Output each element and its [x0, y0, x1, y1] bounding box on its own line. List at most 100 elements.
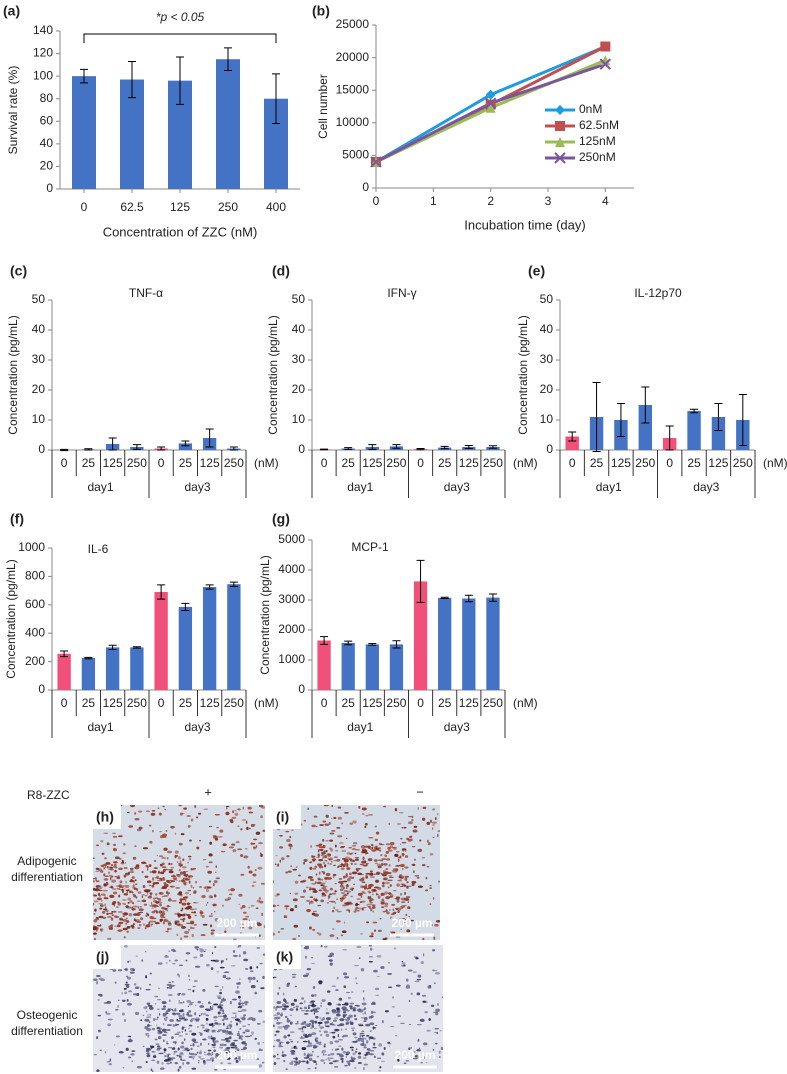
- texture-dot: [165, 962, 168, 964]
- texture-dot: [318, 932, 322, 936]
- texture-dot: [212, 1026, 214, 1028]
- texture-dot: [193, 1041, 199, 1044]
- chart-title: MCP-1: [351, 540, 389, 554]
- texture-dot: [196, 1051, 199, 1054]
- texture-dot: [410, 919, 414, 922]
- texture-dot: [259, 852, 262, 855]
- texture-dot: [358, 806, 361, 809]
- y-tick-label: 200: [25, 654, 45, 668]
- texture-dot: [109, 866, 114, 869]
- texture-dot: [231, 1042, 236, 1045]
- texture-dot: [351, 845, 357, 847]
- texture-dot: [397, 858, 400, 862]
- texture-dot: [217, 1005, 222, 1009]
- texture-dot: [368, 905, 372, 909]
- texture-dot: [97, 1029, 101, 1033]
- error-bar: [592, 382, 601, 452]
- texture-dot: [387, 849, 393, 852]
- texture-dot: [195, 965, 201, 968]
- texture-dot: [294, 1022, 299, 1025]
- texture-dot: [167, 850, 173, 854]
- texture-dot: [238, 995, 241, 999]
- texture-dot: [193, 890, 197, 893]
- texture-dot: [258, 1009, 263, 1013]
- texture-dot: [177, 1068, 180, 1072]
- texture-dot: [402, 854, 404, 858]
- texture-dot: [273, 1055, 276, 1058]
- texture-dot: [227, 1062, 232, 1065]
- texture-dot: [151, 884, 155, 888]
- texture-dot: [306, 967, 312, 971]
- texture-dot: [99, 1049, 103, 1051]
- error-bar: [568, 431, 577, 442]
- texture-dot: [207, 870, 212, 874]
- group-label: day3: [444, 720, 470, 734]
- texture-dot: [252, 881, 257, 883]
- texture-dot: [181, 993, 186, 996]
- texture-dot: [178, 1055, 183, 1058]
- texture-dot: [207, 1029, 210, 1031]
- texture-dot: [374, 825, 377, 828]
- texture-dot: [171, 1036, 174, 1040]
- texture-dot: [197, 1000, 202, 1004]
- texture-dot: [342, 1011, 347, 1013]
- texture-dot: [289, 1021, 293, 1025]
- texture-dot: [336, 1053, 341, 1055]
- texture-dot: [418, 1047, 421, 1050]
- texture-dot: [379, 917, 382, 920]
- texture-dot: [188, 880, 191, 884]
- texture-dot: [159, 1067, 165, 1070]
- texture-dot: [213, 835, 218, 839]
- texture-dot: [225, 811, 230, 816]
- texture-dot: [392, 847, 397, 849]
- texture-dot: [376, 849, 382, 851]
- texture-dot: [320, 848, 324, 850]
- y-tick-label: 0: [362, 180, 369, 194]
- texture-dot: [367, 813, 373, 816]
- error-bar: [108, 644, 117, 651]
- texture-dot: [164, 907, 168, 910]
- texture-dot: [312, 1044, 317, 1048]
- texture-dot: [381, 862, 384, 867]
- texture-dot: [387, 846, 391, 850]
- row-label: differentiation: [11, 870, 83, 884]
- x-tick-label: 4: [602, 194, 609, 208]
- texture-dot: [149, 1013, 152, 1016]
- texture-dot: [95, 981, 99, 985]
- texture-dot: [165, 1016, 168, 1019]
- texture-dot: [360, 1033, 365, 1035]
- texture-dot: [154, 1018, 159, 1020]
- texture-dot: [145, 975, 148, 979]
- texture-dot: [119, 918, 124, 921]
- texture-dot: [202, 1061, 207, 1065]
- x-tick-label: 250: [483, 456, 503, 470]
- panel-label: (j): [96, 949, 109, 965]
- texture-dot: [320, 1004, 322, 1008]
- texture-dot: [121, 899, 127, 901]
- x-tick-label: 0: [569, 456, 576, 470]
- texture-dot: [346, 890, 352, 893]
- texture-dot: [341, 863, 343, 866]
- texture-dot: [117, 901, 120, 903]
- texture-dot: [380, 900, 386, 902]
- texture-dot: [174, 854, 179, 858]
- texture-dot: [395, 851, 400, 853]
- texture-dot: [349, 1046, 354, 1049]
- texture-dot: [100, 840, 104, 843]
- legend-label: 0nM: [579, 102, 602, 116]
- texture-dot: [181, 1059, 186, 1061]
- texture-dot: [188, 1010, 192, 1013]
- texture-dot: [105, 861, 111, 865]
- texture-dot: [123, 874, 127, 878]
- texture-dot: [308, 1004, 310, 1008]
- texture-dot: [122, 891, 124, 894]
- texture-dot: [214, 1040, 219, 1043]
- texture-dot: [234, 1018, 240, 1021]
- texture-dot: [421, 857, 426, 859]
- texture-dot: [363, 1067, 365, 1071]
- texture-dot: [364, 852, 368, 855]
- texture-dot: [173, 950, 177, 952]
- texture-dot: [417, 1038, 420, 1042]
- texture-dot: [134, 1011, 140, 1016]
- texture-dot: [384, 904, 389, 908]
